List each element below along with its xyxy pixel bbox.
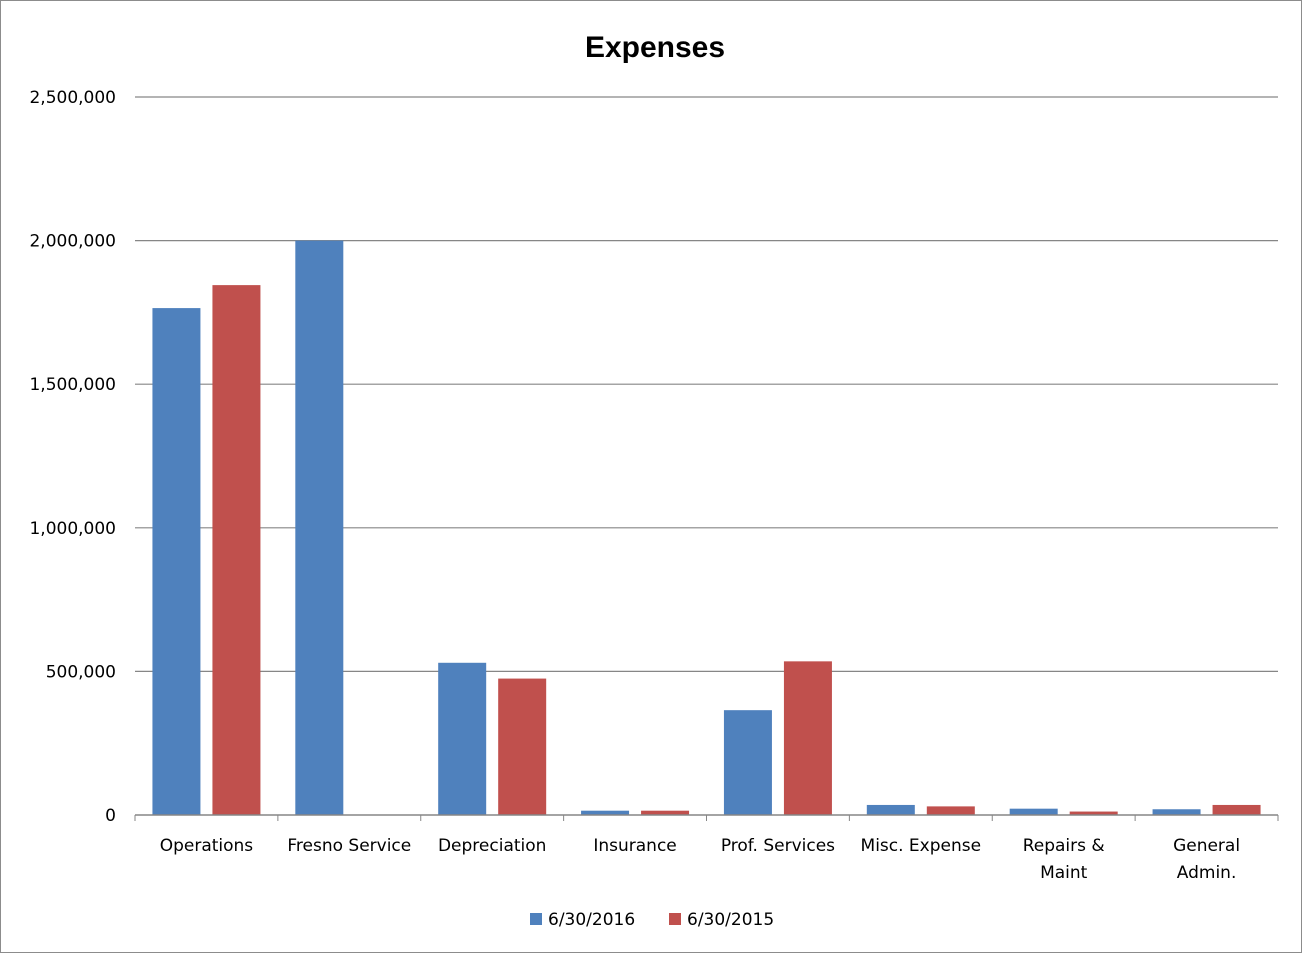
bars: [152, 240, 1261, 816]
x-tick-label: Prof. Services: [721, 836, 835, 856]
bar-series-2: [498, 678, 547, 815]
bar-series-2: [783, 661, 832, 815]
x-tick-label: Repairs &: [1023, 836, 1105, 856]
bar-series-2: [1212, 804, 1261, 815]
y-tick-label: 1,500,000: [29, 375, 116, 395]
bar-series-1: [1152, 809, 1201, 815]
bar-series-1: [295, 240, 344, 816]
bar-series-2: [212, 285, 261, 816]
legend-label: 6/30/2016: [548, 910, 635, 930]
legend: 6/30/2016 6/30/2015: [530, 910, 774, 930]
x-tick-label: Maint: [1040, 863, 1088, 883]
x-tick-label: Admin.: [1177, 863, 1237, 883]
bar-series-1: [581, 810, 630, 815]
x-tick-label: Misc. Expense: [861, 836, 982, 856]
y-tick-label: 2,000,000: [29, 232, 116, 252]
y-tick-label: 1,000,000: [29, 519, 116, 539]
bar-series-1: [866, 804, 915, 815]
x-tick-label: Operations: [160, 836, 254, 856]
y-tick-label: 0: [105, 806, 116, 826]
bar-series-1: [438, 662, 487, 815]
y-axis: 0 500,000 1,000,000 1,500,000 2,000,000 2,500…: [29, 88, 116, 826]
bar-series-2: [641, 810, 690, 815]
legend-swatch: [669, 913, 681, 925]
y-tick-label: 500,000: [46, 662, 116, 682]
x-tick-label: Fresno Service: [287, 836, 411, 856]
legend-swatch: [530, 913, 542, 925]
x-tick-label: Insurance: [593, 836, 676, 856]
bar-series-2: [926, 806, 975, 815]
bar-series-1: [723, 710, 772, 815]
bar-series-1: [1009, 808, 1058, 815]
legend-label: 6/30/2015: [687, 910, 774, 930]
bar-series-2: [1069, 811, 1118, 815]
x-tick-label: Depreciation: [438, 836, 546, 856]
chart-title: Expenses: [585, 31, 725, 64]
y-tick-label: 2,500,000: [29, 88, 116, 108]
x-tick-label: General: [1173, 836, 1240, 856]
bar-series-1: [152, 308, 201, 815]
x-axis: Operations Fresno Service Depreciation Insu…: [134, 814, 1279, 883]
